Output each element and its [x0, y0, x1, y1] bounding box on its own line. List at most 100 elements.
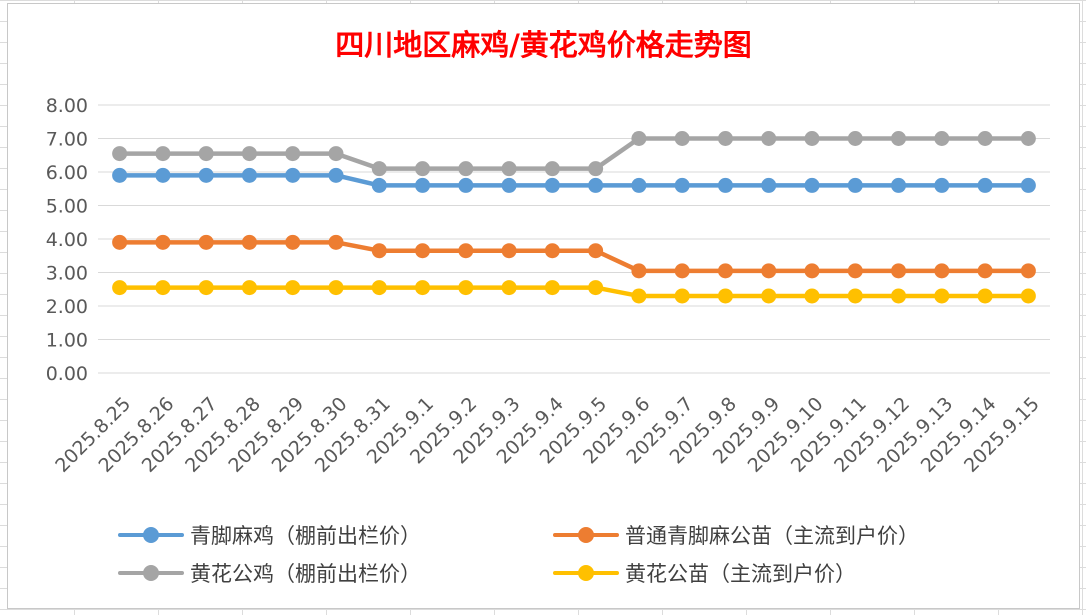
data-point	[977, 288, 993, 304]
data-point	[934, 131, 950, 146]
data-point	[847, 288, 863, 304]
data-point	[544, 161, 560, 177]
legend-item: 黄花公苗（主流到户价）	[553, 558, 856, 588]
data-point	[371, 243, 387, 259]
plot-area: 0.001.002.003.004.005.006.007.008.002025…	[46, 95, 1050, 477]
data-point	[544, 280, 560, 296]
series-4	[112, 280, 1036, 304]
data-point	[415, 280, 431, 296]
data-point	[588, 161, 604, 177]
data-point	[674, 288, 690, 304]
y-tick-label: 5.00	[46, 196, 88, 218]
data-point	[847, 263, 863, 279]
data-point	[328, 280, 344, 296]
data-point	[761, 131, 777, 146]
data-point	[328, 167, 344, 183]
legend: 青脚麻鸡（棚前出栏价） 普通青脚麻公苗（主流到户价） 黄花公鸡（棚前出栏价） 黄花公苗…	[8, 509, 1079, 599]
legend-label: 普通青脚麻公苗（主流到户价）	[625, 524, 919, 548]
y-tick-label: 6.00	[46, 162, 88, 184]
data-point	[891, 288, 907, 304]
data-point	[717, 288, 733, 304]
series-line	[117, 285, 1031, 299]
data-point	[501, 161, 517, 177]
data-point	[198, 167, 214, 183]
data-point	[761, 177, 777, 193]
legend-swatch	[118, 558, 184, 588]
data-point	[241, 167, 257, 183]
data-point	[458, 280, 474, 296]
data-point	[328, 146, 344, 162]
legend-swatch	[118, 520, 184, 550]
data-point	[544, 177, 560, 193]
y-tick-label: 3.00	[46, 263, 88, 285]
legend-item: 青脚麻鸡（棚前出栏价）	[118, 520, 421, 550]
data-point	[415, 177, 431, 193]
legend-swatch	[553, 520, 619, 550]
chart-area[interactable]: 四川地区麻鸡/黄花鸡价格走势图 0.00 1.00 2.00 3.00 4.00 5.00…	[7, 3, 1080, 609]
data-point	[891, 177, 907, 193]
data-point	[198, 234, 214, 250]
data-point	[285, 280, 301, 296]
data-point	[674, 177, 690, 193]
series-1	[112, 167, 1036, 193]
data-point	[458, 177, 474, 193]
data-point	[674, 131, 690, 146]
data-point	[1020, 288, 1036, 304]
data-point	[458, 161, 474, 177]
data-point	[804, 177, 820, 193]
chart-title: 四川地区麻鸡/黄花鸡价格走势图	[335, 28, 752, 62]
data-point	[631, 263, 647, 279]
data-point	[112, 280, 128, 296]
data-point	[804, 131, 820, 146]
data-point	[588, 280, 604, 296]
data-point	[112, 167, 128, 183]
data-point	[1020, 263, 1036, 279]
data-point	[328, 234, 344, 250]
series-line	[117, 240, 1031, 274]
data-point	[112, 234, 128, 250]
data-point	[285, 146, 301, 162]
data-point	[588, 243, 604, 259]
data-point	[934, 288, 950, 304]
data-point	[847, 177, 863, 193]
data-point	[544, 243, 560, 259]
data-point	[415, 161, 431, 177]
data-point	[847, 131, 863, 146]
data-point	[761, 288, 777, 304]
data-point	[891, 131, 907, 146]
data-point	[241, 280, 257, 296]
y-tick-label: 1.00	[46, 330, 88, 352]
y-tick-label: 2.00	[46, 296, 88, 318]
data-point	[155, 234, 171, 250]
y-tick-label: 7.00	[46, 129, 88, 151]
data-point	[1020, 131, 1036, 146]
data-point	[285, 167, 301, 183]
data-point	[155, 167, 171, 183]
data-point	[804, 288, 820, 304]
legend-item: 黄花公鸡（棚前出栏价）	[118, 558, 421, 588]
y-tick-label: 4.00	[46, 229, 88, 251]
data-point	[804, 263, 820, 279]
data-point	[588, 177, 604, 193]
data-point	[631, 131, 647, 146]
data-point	[501, 177, 517, 193]
legend-label: 青脚麻鸡（棚前出栏价）	[190, 524, 421, 548]
legend-item: 普通青脚麻公苗（主流到户价）	[553, 520, 919, 550]
y-tick-label: 0.00	[46, 363, 88, 385]
data-point	[198, 146, 214, 162]
data-point	[415, 243, 431, 259]
data-point	[241, 146, 257, 162]
data-point	[977, 131, 993, 146]
data-point	[717, 131, 733, 146]
data-point	[112, 146, 128, 162]
data-point	[371, 177, 387, 193]
series-line	[117, 136, 1031, 171]
legend-label: 黄花公苗（主流到户价）	[625, 562, 856, 586]
legend-label: 黄花公鸡（棚前出栏价）	[190, 562, 421, 586]
data-point	[717, 263, 733, 279]
data-point	[458, 243, 474, 259]
data-point	[934, 177, 950, 193]
series-3	[112, 131, 1036, 177]
data-point	[934, 263, 950, 279]
data-point	[155, 146, 171, 162]
